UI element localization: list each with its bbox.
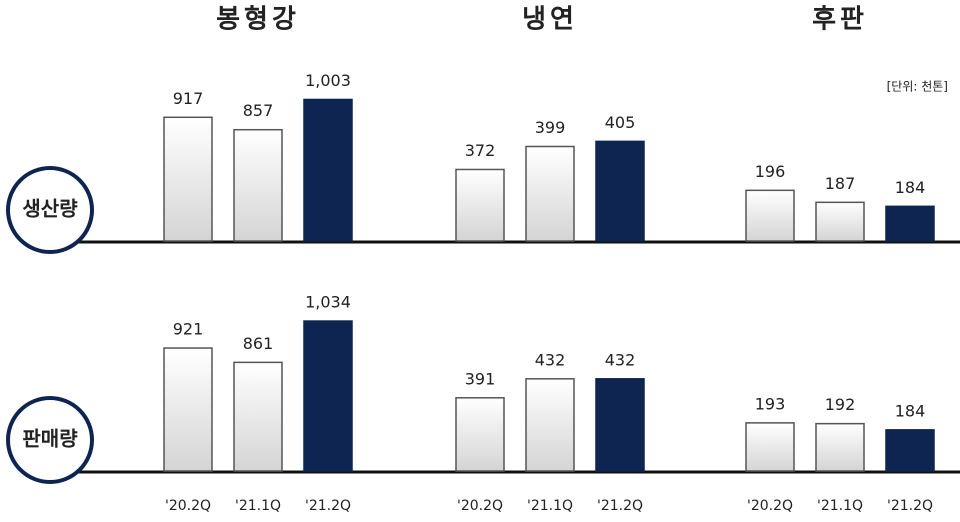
x-tick-label: '21.2Q [305, 498, 351, 514]
row-label: 생산량 [22, 197, 78, 221]
bar [595, 378, 645, 472]
bar [525, 145, 575, 242]
bar [455, 397, 505, 472]
x-tick-label: '20.2Q [747, 498, 793, 514]
column-header: 후판 [812, 5, 868, 35]
unit-label: [단위: 천톤] [887, 79, 948, 94]
value-label: 857 [243, 101, 274, 120]
x-tick-label: '21.1Q [817, 498, 863, 514]
value-label: 192 [825, 395, 856, 414]
x-tick-label: '21.2Q [597, 498, 643, 514]
x-tick-label: '21.2Q [887, 498, 933, 514]
bar [455, 168, 505, 242]
value-label: 391 [465, 369, 496, 388]
x-tick-label: '20.2Q [165, 498, 211, 514]
value-label: 921 [173, 320, 204, 339]
bar [163, 347, 213, 472]
value-label: 432 [605, 350, 636, 369]
bar [745, 422, 795, 472]
bar [525, 378, 575, 472]
value-label: 917 [173, 89, 204, 108]
row-badge [6, 166, 94, 254]
value-label: 861 [243, 334, 274, 353]
bar [815, 201, 865, 242]
bar [233, 361, 283, 472]
row-label: 판매량 [22, 427, 78, 451]
x-tick-label: '21.1Q [235, 498, 281, 514]
x-tick-label: '21.1Q [527, 498, 573, 514]
value-label: 196 [755, 162, 786, 181]
value-label: 184 [895, 178, 926, 197]
bar [885, 429, 935, 472]
value-label: 372 [465, 141, 496, 160]
column-header: 냉연 [522, 5, 578, 35]
value-label: 193 [755, 394, 786, 413]
value-label: 184 [895, 401, 926, 420]
bar [233, 128, 283, 242]
value-label: 1,003 [305, 71, 351, 90]
value-label: 432 [535, 350, 566, 369]
bar [595, 140, 645, 242]
bar [303, 98, 353, 242]
bar [303, 320, 353, 472]
bar [745, 189, 795, 242]
value-label: 187 [825, 174, 856, 193]
bar [885, 205, 935, 242]
column-header: 봉형강 [216, 5, 300, 35]
bar [163, 116, 213, 242]
x-tick-label: '20.2Q [457, 498, 503, 514]
value-label: 399 [535, 118, 566, 137]
value-label: 405 [605, 113, 636, 132]
row-badge [6, 396, 94, 484]
value-label: 1,034 [305, 293, 351, 312]
bar [815, 422, 865, 472]
